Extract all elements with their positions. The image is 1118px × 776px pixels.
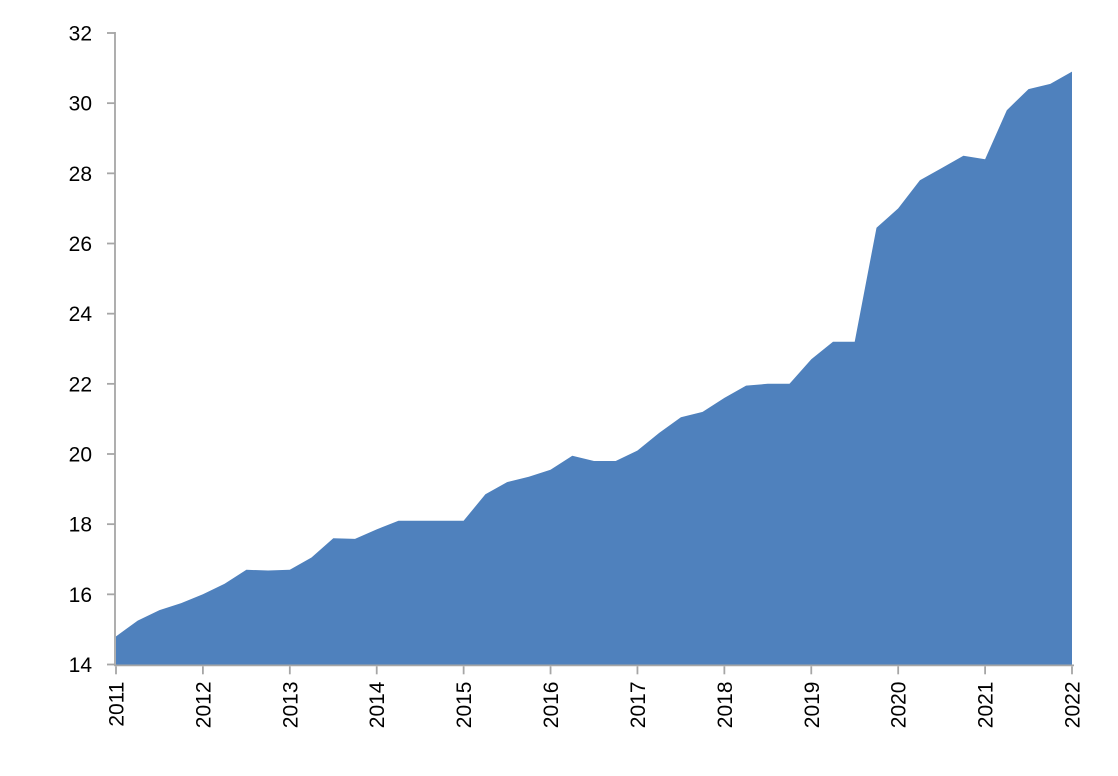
y-axis-tick-label: 14	[69, 654, 93, 677]
y-axis-tick-label: 20	[69, 444, 92, 467]
x-axis-tick-label: 2019	[801, 682, 824, 729]
y-axis-tick-label: 32	[69, 23, 92, 46]
x-axis-tick-label: 2013	[279, 682, 302, 729]
x-axis-tick-label: 2011	[106, 682, 129, 727]
x-axis-tick-label: 2017	[627, 682, 650, 729]
y-axis-tick-label: 28	[69, 163, 92, 186]
x-axis-tick-label: 2022	[1062, 682, 1085, 729]
y-axis-tick-label: 30	[69, 93, 92, 116]
x-axis-tick-label: 2014	[366, 681, 389, 728]
x-axis-tick-label: 2012	[192, 682, 215, 729]
x-axis-tick-label: 2016	[540, 682, 563, 729]
x-axis-tick-label: 2018	[714, 682, 737, 729]
y-axis-tick-label: 22	[69, 373, 92, 396]
area-series	[116, 71, 1072, 665]
x-axis-tick-label: 2020	[888, 682, 911, 729]
x-axis-tick-label: 2021	[975, 681, 998, 728]
x-axis-tick-label: 2015	[453, 682, 476, 729]
y-axis-tick-label: 16	[69, 584, 92, 607]
y-axis-tick-label: 26	[69, 233, 92, 256]
y-axis-tick-label: 24	[69, 303, 93, 326]
y-axis-tick-label: 18	[69, 514, 92, 537]
